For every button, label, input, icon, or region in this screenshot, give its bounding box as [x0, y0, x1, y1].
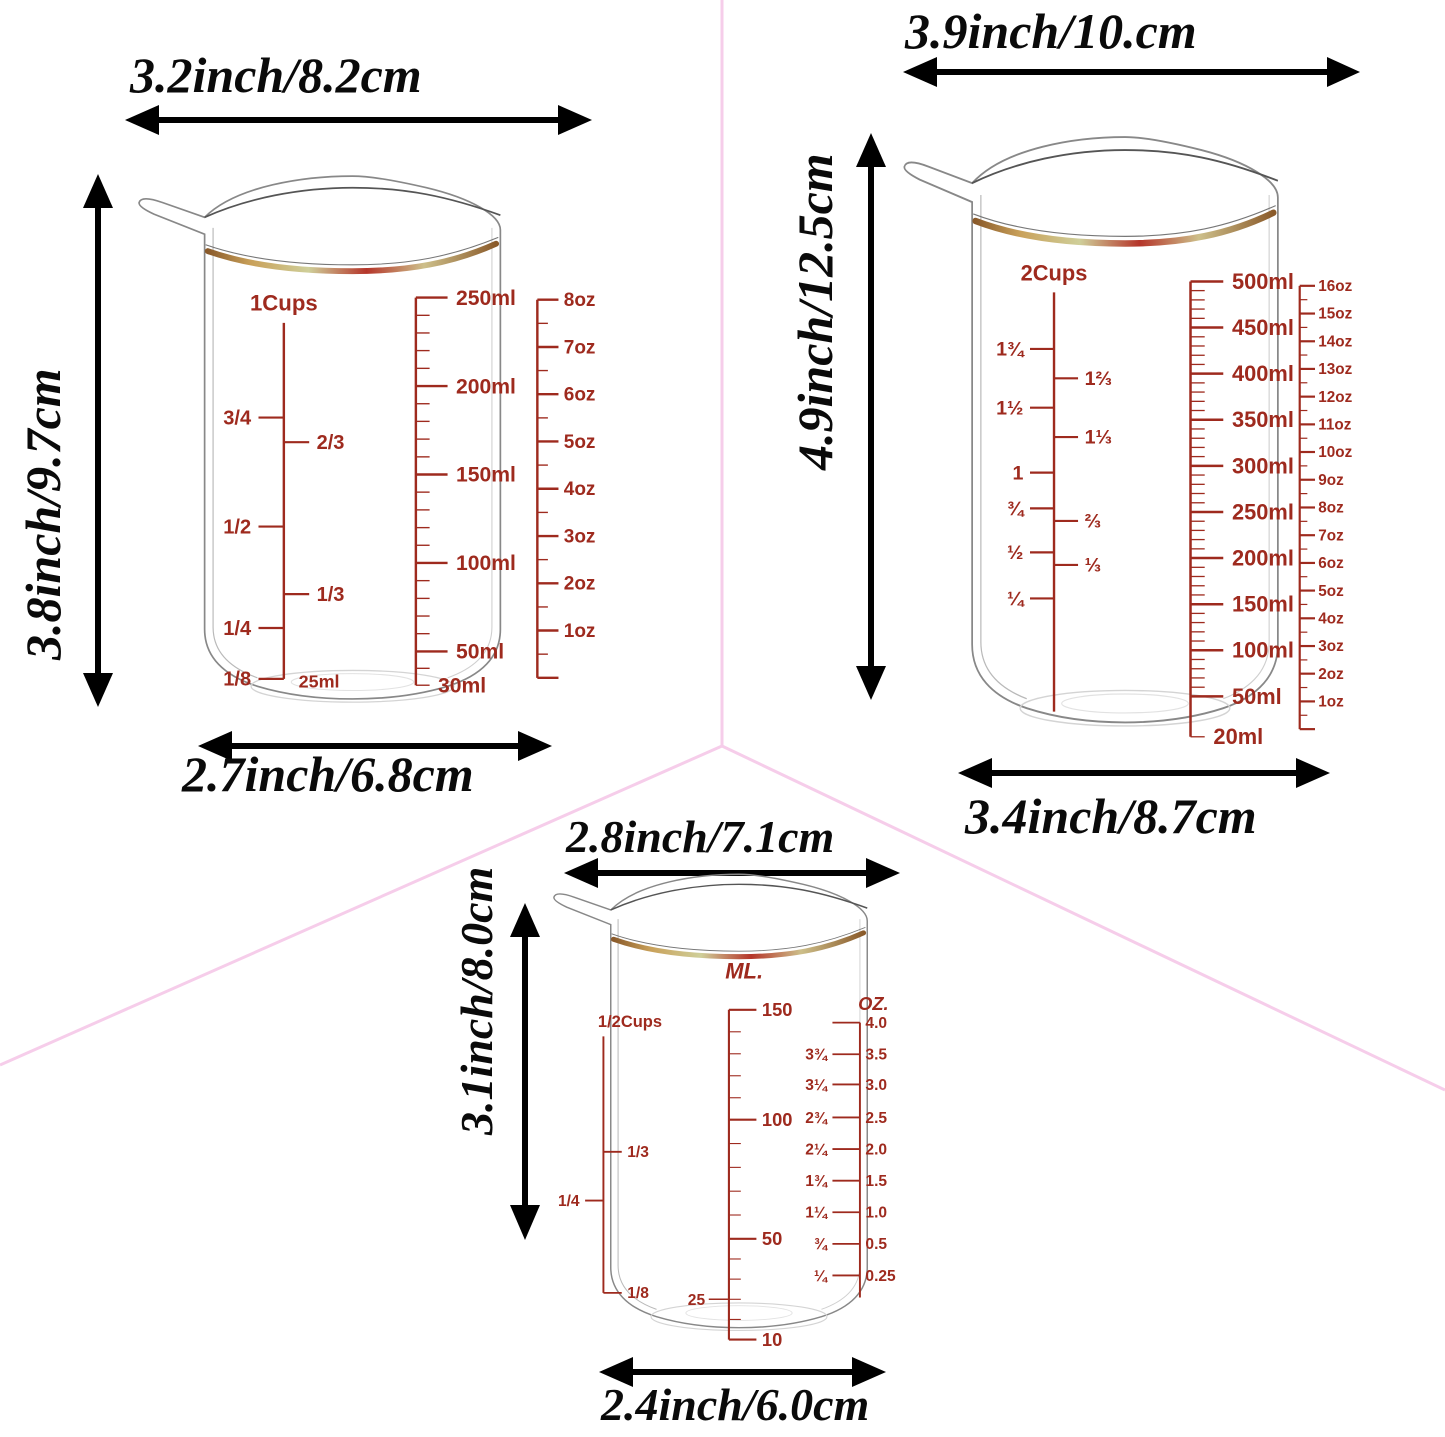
svg-text:3.0: 3.0 — [865, 1077, 887, 1094]
svg-text:2¾: 2¾ — [805, 1110, 829, 1127]
svg-text:⅔: ⅔ — [1085, 511, 1101, 533]
svg-text:50ml: 50ml — [1232, 684, 1282, 709]
svg-text:1Cups: 1Cups — [250, 290, 318, 315]
svg-text:¾: ¾ — [814, 1236, 829, 1253]
svg-text:7oz: 7oz — [1318, 527, 1344, 544]
svg-text:2.5: 2.5 — [865, 1110, 887, 1127]
svg-text:30ml: 30ml — [438, 674, 486, 697]
svg-text:150: 150 — [762, 999, 793, 1020]
svg-text:10: 10 — [762, 1329, 782, 1350]
svg-text:8oz: 8oz — [1318, 500, 1344, 517]
svg-text:8oz: 8oz — [564, 290, 596, 311]
svg-text:100ml: 100ml — [456, 552, 516, 575]
svg-text:1: 1 — [1013, 462, 1024, 484]
svg-text:400ml: 400ml — [1232, 361, 1294, 386]
svg-text:2oz: 2oz — [1318, 666, 1344, 683]
svg-text:4oz: 4oz — [564, 479, 596, 500]
svg-text:450ml: 450ml — [1232, 315, 1294, 340]
svg-text:1¾: 1¾ — [805, 1173, 829, 1190]
svg-text:0.5: 0.5 — [865, 1236, 887, 1253]
svg-text:200ml: 200ml — [456, 375, 516, 398]
svg-text:1⅓: 1⅓ — [1085, 427, 1112, 449]
svg-text:200ml: 200ml — [1232, 545, 1294, 570]
svg-text:15oz: 15oz — [1318, 306, 1352, 323]
svg-text:1½: 1½ — [996, 397, 1023, 419]
svg-text:150ml: 150ml — [1232, 592, 1294, 617]
svg-text:2Cups: 2Cups — [1021, 260, 1088, 285]
svg-text:3/4: 3/4 — [223, 407, 252, 429]
svg-text:16oz: 16oz — [1318, 278, 1352, 295]
svg-text:20ml: 20ml — [1213, 724, 1263, 749]
svg-text:¾: ¾ — [1007, 498, 1025, 520]
svg-text:0.25: 0.25 — [865, 1268, 896, 1285]
svg-text:1¾: 1¾ — [996, 339, 1025, 361]
svg-text:50ml: 50ml — [456, 641, 504, 664]
svg-text:6oz: 6oz — [1318, 555, 1344, 572]
svg-text:500ml: 500ml — [1232, 269, 1294, 294]
svg-text:250ml: 250ml — [1232, 499, 1294, 524]
svg-text:1¼: 1¼ — [805, 1205, 829, 1222]
svg-text:1/4: 1/4 — [558, 1193, 580, 1210]
svg-text:11oz: 11oz — [1318, 417, 1351, 434]
svg-text:1/3: 1/3 — [627, 1144, 649, 1161]
svg-text:¼: ¼ — [814, 1268, 829, 1285]
svg-text:½: ½ — [1007, 542, 1023, 564]
svg-text:100: 100 — [762, 1109, 793, 1130]
svg-text:2oz: 2oz — [564, 574, 596, 595]
svg-text:1oz: 1oz — [564, 621, 596, 642]
svg-text:25ml: 25ml — [299, 671, 340, 691]
svg-text:50: 50 — [762, 1228, 782, 1249]
svg-text:1.5: 1.5 — [865, 1173, 887, 1190]
svg-text:14oz: 14oz — [1318, 333, 1352, 350]
svg-text:1.0: 1.0 — [865, 1205, 887, 1222]
svg-text:⅓: ⅓ — [1085, 555, 1101, 577]
svg-text:1/8: 1/8 — [627, 1285, 649, 1302]
svg-text:150ml: 150ml — [456, 464, 516, 487]
svg-text:4oz: 4oz — [1318, 611, 1344, 628]
svg-text:3¾: 3¾ — [805, 1047, 829, 1064]
svg-text:1/3: 1/3 — [317, 584, 345, 606]
svg-text:2¼: 2¼ — [805, 1141, 829, 1158]
svg-text:2.0: 2.0 — [865, 1141, 887, 1158]
svg-text:1/8: 1/8 — [223, 669, 251, 691]
svg-text:250ml: 250ml — [456, 287, 516, 310]
svg-text:12oz: 12oz — [1318, 389, 1352, 406]
svg-text:3oz: 3oz — [564, 527, 596, 548]
svg-text:13oz: 13oz — [1318, 361, 1352, 378]
svg-text:300ml: 300ml — [1232, 453, 1294, 478]
svg-text:¼: ¼ — [1007, 588, 1025, 610]
svg-text:1oz: 1oz — [1318, 694, 1344, 711]
svg-text:4.0: 4.0 — [865, 1015, 887, 1032]
svg-text:1⅔: 1⅔ — [1085, 368, 1112, 390]
svg-text:6oz: 6oz — [564, 385, 596, 406]
svg-text:3¼: 3¼ — [805, 1077, 829, 1094]
svg-text:5oz: 5oz — [564, 432, 596, 453]
svg-text:OZ.: OZ. — [858, 993, 889, 1014]
svg-text:1/4: 1/4 — [223, 618, 252, 640]
svg-text:3oz: 3oz — [1318, 638, 1344, 655]
svg-text:3.5: 3.5 — [865, 1047, 887, 1064]
svg-text:1/2: 1/2 — [223, 516, 251, 538]
svg-text:25: 25 — [688, 1292, 706, 1309]
svg-text:10oz: 10oz — [1318, 444, 1352, 461]
svg-text:100ml: 100ml — [1232, 638, 1294, 663]
svg-text:5oz: 5oz — [1318, 583, 1344, 600]
svg-text:1/2Cups: 1/2Cups — [598, 1013, 662, 1031]
svg-text:350ml: 350ml — [1232, 407, 1294, 432]
svg-text:2/3: 2/3 — [317, 432, 345, 454]
svg-text:9oz: 9oz — [1318, 472, 1344, 489]
svg-text:ML.: ML. — [725, 959, 763, 984]
svg-text:7oz: 7oz — [564, 337, 596, 358]
